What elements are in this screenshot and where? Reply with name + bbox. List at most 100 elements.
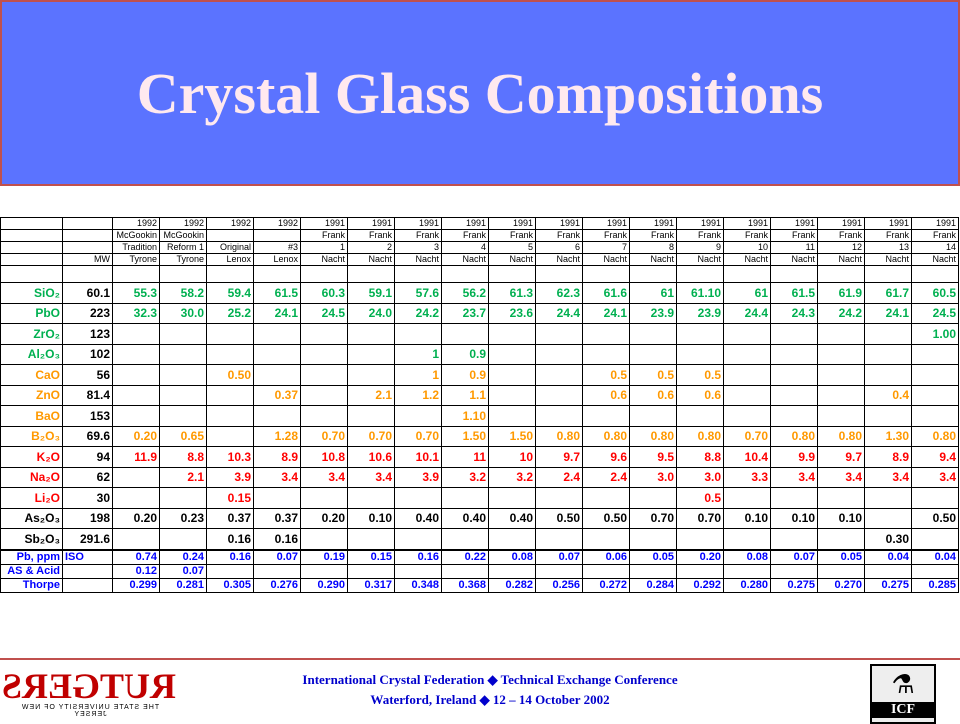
cell: 3.4 [253,466,301,488]
cell: 0.256 [535,577,583,593]
cell: 61.6 [582,282,630,304]
cell: 0.317 [347,577,395,593]
header-cell: 1991 [488,217,536,230]
cell: 9.7 [817,446,865,468]
cell [582,563,630,579]
cell: 102 [62,343,113,365]
cell: 0.37 [206,507,254,529]
cell: 0.9 [441,343,489,365]
header-cell: Nacht [535,253,583,266]
cell: 0.5 [582,364,630,386]
cell [300,384,348,406]
header-cell [62,217,113,230]
cell [864,343,912,365]
cell: 3.4 [770,466,818,488]
cell [629,265,677,283]
data-row: AS & Acid 0.12 0.07 [0,563,959,579]
cell [488,343,536,365]
cell [770,405,818,427]
cell: 61 [723,282,771,304]
row-label: Li₂O [0,487,63,509]
header-cell: 1991 [582,217,630,230]
cell [770,487,818,509]
rutgers-logo: RUTGERS THE STATE UNIVERSITY OF NEW JERS… [2,666,176,718]
header-cell: Frank [300,229,348,242]
cell: 1 [394,364,442,386]
cell [723,323,771,345]
cell: 0.08 [723,549,771,565]
cell: 0.37 [253,384,301,406]
data-row: B₂O₃ 69.6 0.20 0.65 1.28 0.70 0.70 0.70 1.50 1.50… [0,425,959,447]
cell: 3.2 [441,466,489,488]
header-cell: Tyrone [112,253,160,266]
header-cell: 1991 [723,217,771,230]
row-label: ZnO [0,384,63,406]
cell: 24.1 [864,302,912,324]
data-row: As₂O₃ 198 0.20 0.23 0.37 0.37 0.20 0.10 0.40 0.40… [0,507,959,529]
header-cell: 14 [911,241,959,254]
cell: 0.80 [582,425,630,447]
cell: 0.50 [911,507,959,529]
cell [62,563,113,579]
cell: 0.270 [817,577,865,593]
cell [676,563,724,579]
header-cell: 1991 [394,217,442,230]
cell: 61.3 [488,282,536,304]
cell: 25.2 [206,302,254,324]
cell: 153 [62,405,113,427]
cell: 61 [629,282,677,304]
cell: 0.275 [770,577,818,593]
header-cell: Nacht [629,253,677,266]
cell [582,323,630,345]
cell: 0.07 [535,549,583,565]
header-cell: 1992 [253,217,301,230]
cell [817,265,865,283]
cell: 11 [441,446,489,468]
cell [112,528,160,550]
cell [300,487,348,509]
footer-line: Waterford, Ireland ◆ 12 – 14 October 200… [370,692,610,707]
cell: 62.3 [535,282,583,304]
cell [582,343,630,365]
cell: 0.280 [723,577,771,593]
cell [629,563,677,579]
header-cell [206,229,254,242]
cell [770,528,818,550]
data-row: ZnO 81.4 0.37 2.1 1.2 1.1 0.6 0.6 0.6 0.4 [0,384,959,406]
header-cell [0,253,63,266]
cell [253,405,301,427]
header-cell [0,229,63,242]
cell [582,265,630,283]
cell: 0.292 [676,577,724,593]
cell: 1.00 [911,323,959,345]
title: Crystal Glass Compositions [136,60,824,126]
cell [441,528,489,550]
cell: 0.272 [582,577,630,593]
cell [347,563,395,579]
cell: 0.07 [253,549,301,565]
cell [817,563,865,579]
cell: 1.2 [394,384,442,406]
cell: 0.348 [394,577,442,593]
cell: 61.9 [817,282,865,304]
icf-logo: ⚗ ICF [870,664,936,724]
cell: 1.30 [864,425,912,447]
cell: 60.1 [62,282,113,304]
cell: 24.2 [817,302,865,324]
cell: 61.10 [676,282,724,304]
cell: 56 [62,364,113,386]
cell [535,563,583,579]
cell [347,343,395,365]
cell [488,528,536,550]
header-cell: Frank [582,229,630,242]
header-cell: 1991 [535,217,583,230]
header-cell: 8 [629,241,677,254]
row-label: As₂O₃ [0,507,63,529]
cell: 23.9 [676,302,724,324]
cell: 0.16 [253,528,301,550]
cell [253,323,301,345]
cell: 57.6 [394,282,442,304]
cell: 3.2 [488,466,536,488]
cell [488,405,536,427]
footer: RUTGERS THE STATE UNIVERSITY OF NEW JERS… [0,658,960,724]
